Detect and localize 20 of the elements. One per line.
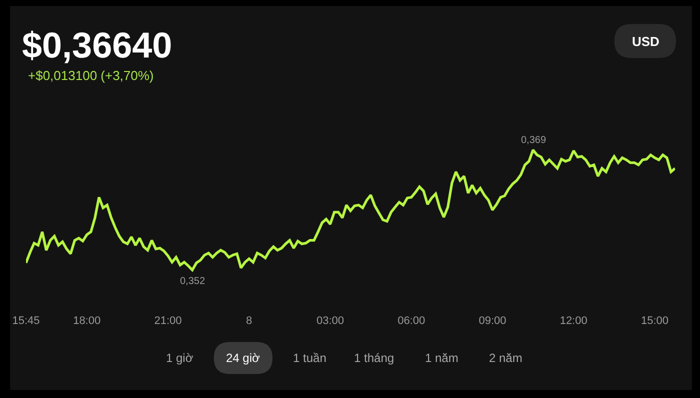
chart-subtitle: +$0,013100 (+3,70%) [28,68,154,83]
x-tick-label: 03:00 [316,315,344,327]
text: 1 tuần [293,351,326,365]
x-tick-label: 06:00 [398,315,426,327]
x-tick-label: 12:00 [560,315,588,327]
x-tick-label: 18:00 [73,315,101,327]
x-tick-label: 8 [246,315,252,327]
annotation: 0,352 [180,276,206,287]
text: 1 tháng [354,351,394,365]
text: 1 giờ [166,351,194,365]
text: USD [632,34,660,49]
text: 24 giờ [226,351,260,365]
text: 1 năm [425,351,458,365]
x-tick-label: 21:00 [154,315,182,327]
text: 2 năm [489,351,522,365]
x-tick-label: 15:45 [12,315,40,327]
chart-title: $0,36640 [22,24,172,66]
x-tick-label: 15:00 [640,315,668,327]
annotation: 0,369 [521,135,546,146]
x-tick-label: 09:00 [478,315,506,327]
